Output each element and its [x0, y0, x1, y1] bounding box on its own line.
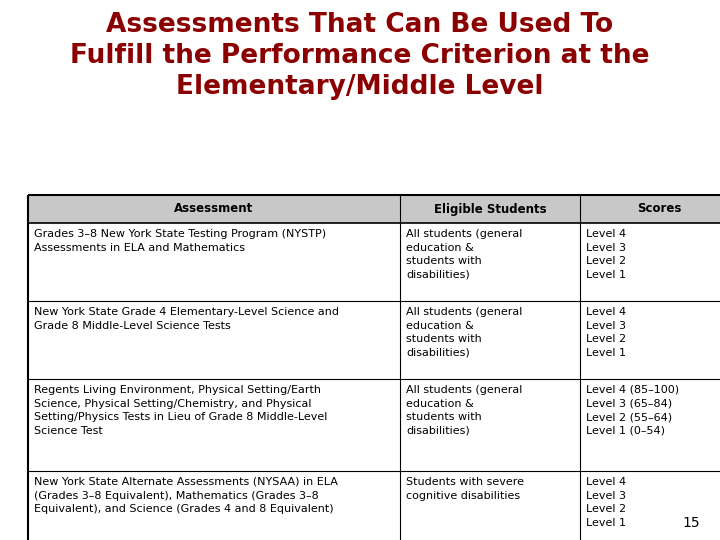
Text: Assessment: Assessment [174, 202, 253, 215]
Text: Level 4
Level 3
Level 2
Level 1: Level 4 Level 3 Level 2 Level 1 [586, 477, 626, 528]
Text: Eligible Students: Eligible Students [433, 202, 546, 215]
Text: All students (general
education &
students with
disabilities): All students (general education & studen… [406, 229, 523, 280]
Text: Students with severe
cognitive disabilities: Students with severe cognitive disabilit… [406, 477, 524, 501]
Text: All students (general
education &
students with
disabilities): All students (general education & studen… [406, 385, 523, 436]
Text: Level 4
Level 3
Level 2
Level 1: Level 4 Level 3 Level 2 Level 1 [586, 307, 626, 358]
Bar [28, 379, 720, 471]
Text: New York State Alternate Assessments (NYSAA) in ELA
(Grades 3–8 Equivalent), Mat: New York State Alternate Assessments (NY… [34, 477, 338, 514]
Text: Regents Living Environment, Physical Setting/Earth
Science, Physical Setting/Che: Regents Living Environment, Physical Set… [34, 385, 328, 436]
Bar [28, 195, 720, 223]
Text: Level 4
Level 3
Level 2
Level 1: Level 4 Level 3 Level 2 Level 1 [586, 229, 626, 280]
Text: Scores: Scores [636, 202, 681, 215]
Text: All students (general
education &
students with
disabilities): All students (general education & studen… [406, 307, 523, 358]
Bar [28, 471, 720, 540]
Text: New York State Grade 4 Elementary-Level Science and
Grade 8 Middle-Level Science: New York State Grade 4 Elementary-Level … [34, 307, 339, 330]
Bar [28, 301, 720, 379]
Text: Level 4 (85–100)
Level 3 (65–84)
Level 2 (55–64)
Level 1 (0–54): Level 4 (85–100) Level 3 (65–84) Level 2… [586, 385, 679, 436]
Text: Assessments That Can Be Used To
Fulfill the Performance Criterion at the
Element: Assessments That Can Be Used To Fulfill … [71, 12, 649, 100]
Text: 15: 15 [683, 516, 700, 530]
Bar [28, 195, 720, 540]
Bar [28, 223, 720, 301]
Text: Grades 3–8 New York State Testing Program (NYSTP)
Assessments in ELA and Mathema: Grades 3–8 New York State Testing Progra… [34, 229, 326, 253]
